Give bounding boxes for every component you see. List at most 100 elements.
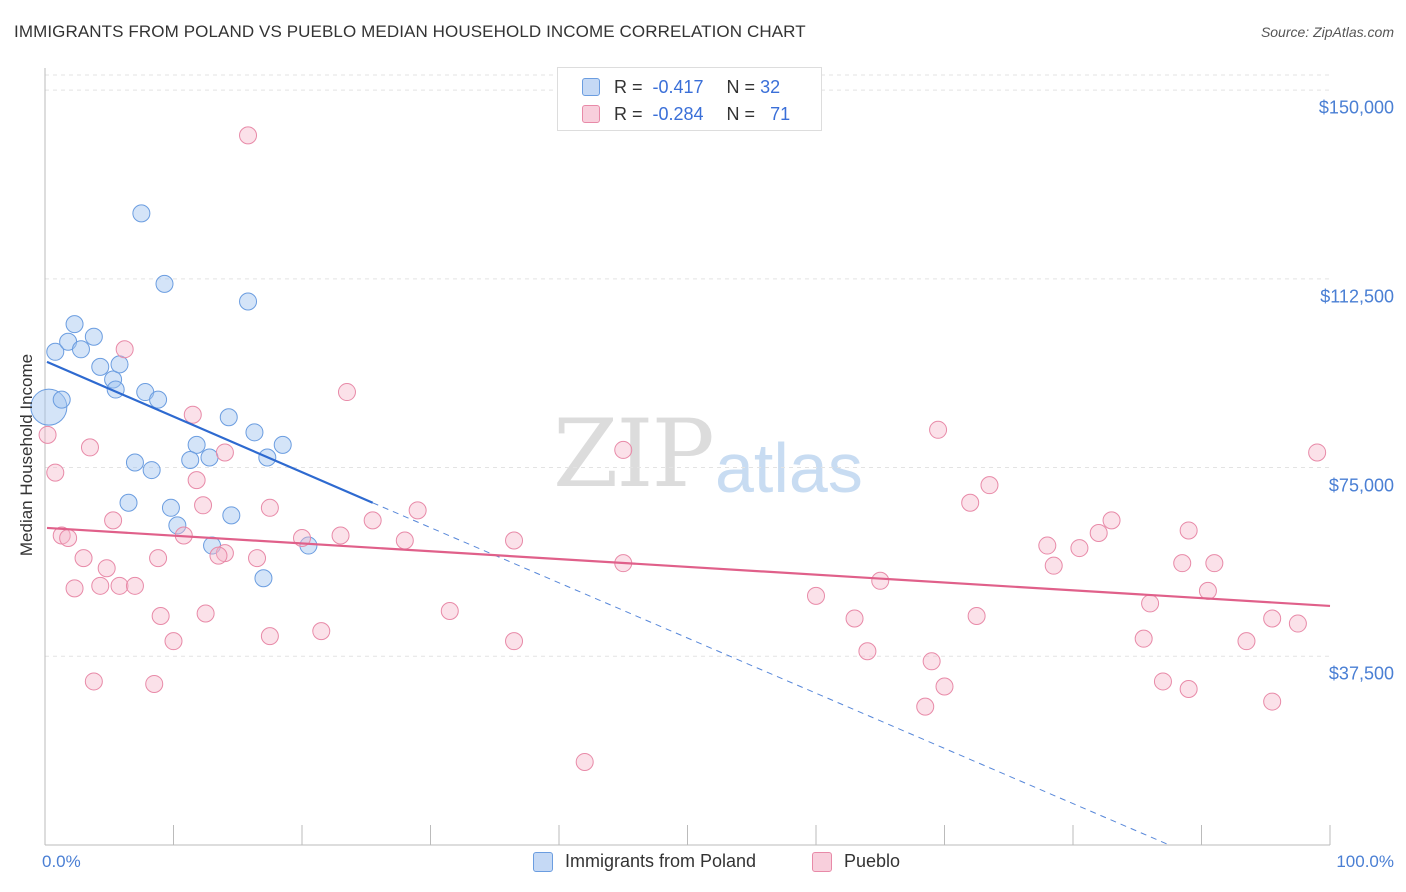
- pueblo-point: [1263, 609, 1282, 628]
- poland-point: [46, 342, 65, 361]
- pueblo-point: [145, 674, 164, 693]
- poland-point: [273, 435, 292, 454]
- pueblo-point: [84, 672, 103, 691]
- pueblo-point: [922, 652, 941, 671]
- legend-row-pueblo: R = -0.284 N = 71: [582, 103, 790, 125]
- pueblo-point: [440, 601, 459, 620]
- pueblo-point: [871, 571, 890, 590]
- pueblo-point: [337, 383, 356, 402]
- poland-point: [155, 274, 174, 293]
- x-tick-label-min: 0.0%: [42, 852, 81, 871]
- bottom-legend-pueblo: Pueblo: [812, 851, 900, 872]
- pueblo-point: [312, 622, 331, 641]
- pueblo-point: [104, 511, 123, 530]
- poland-point: [219, 408, 238, 427]
- legend-r-value-poland: -0.417: [652, 76, 704, 97]
- y-tick-label: $75,000: [1328, 475, 1394, 496]
- pueblo-point: [1173, 554, 1192, 573]
- bottom-legend-poland: Immigrants from Poland: [533, 851, 756, 872]
- poland-point: [84, 327, 103, 346]
- pueblo-point: [149, 549, 168, 568]
- pueblo-point: [164, 632, 183, 651]
- legend-n-label: N =: [726, 103, 756, 124]
- poland-point: [149, 390, 168, 409]
- x-tick-label-max: 100.0%: [1336, 852, 1394, 871]
- poland-trendline-extension: [372, 502, 1170, 846]
- pueblo-point: [1089, 523, 1108, 542]
- pueblo-point: [187, 471, 206, 490]
- pueblo-trendline: [46, 526, 1331, 608]
- pueblo-point: [215, 443, 234, 462]
- pueblo-point: [38, 425, 57, 444]
- pueblo-point: [614, 440, 633, 459]
- pueblo-point: [845, 609, 864, 628]
- pueblo-point: [1134, 629, 1153, 648]
- pueblo-point: [1102, 511, 1121, 530]
- bottom-legend-label-poland: Immigrants from Poland: [565, 851, 757, 871]
- pueblo-point: [1038, 536, 1057, 555]
- pueblo-point: [151, 607, 170, 626]
- poland-point: [222, 506, 241, 525]
- pueblo-point: [260, 498, 279, 517]
- poland-point: [200, 448, 219, 467]
- pueblo-point: [1237, 632, 1256, 651]
- pueblo-point: [1308, 443, 1327, 462]
- pueblo-point: [196, 604, 215, 623]
- poland-point: [132, 204, 151, 223]
- poland-point: [125, 453, 144, 472]
- pueblo-point: [1179, 679, 1198, 698]
- poland-point: [168, 516, 187, 535]
- pueblo-point: [110, 576, 129, 595]
- pueblo-point: [961, 493, 980, 512]
- poland-point: [161, 498, 180, 517]
- poland-point: [299, 536, 318, 555]
- pueblo-point: [260, 627, 279, 646]
- chart-title: IMMIGRANTS FROM POLAND VS PUEBLO MEDIAN …: [14, 22, 806, 41]
- bottom-legend-label-pueblo: Pueblo: [844, 851, 901, 871]
- pueblo-point: [1179, 521, 1198, 540]
- pueblo-point: [929, 420, 948, 439]
- legend-row-poland: R = -0.417 N = 32: [582, 76, 780, 98]
- pueblo-point: [1288, 614, 1307, 633]
- y-axis-label: Median Household Income: [17, 353, 36, 557]
- poland-trendline: [46, 360, 374, 504]
- pueblo-point: [209, 546, 228, 565]
- pueblo-point: [59, 529, 78, 548]
- pueblo-point: [807, 586, 825, 605]
- legend-swatch-pueblo: [582, 105, 600, 123]
- y-tick-label: $150,000: [1318, 97, 1394, 118]
- poland-point: [91, 357, 110, 376]
- pueblo-point: [505, 531, 524, 550]
- pueblo-point: [239, 126, 258, 145]
- pueblo-point: [1141, 594, 1160, 613]
- watermark-zip: ZIP: [553, 400, 715, 509]
- pueblo-point: [80, 438, 99, 457]
- legend-r-label: R =: [614, 76, 643, 97]
- bottom-legend-swatch-pueblo: [812, 851, 832, 872]
- correlation-legend: R = -0.417 N = 32 R = -0.284 N = 71: [557, 67, 822, 131]
- pueblo-point: [194, 496, 213, 515]
- pueblo-point: [65, 579, 84, 598]
- pueblo-point: [980, 476, 999, 495]
- pueblo-point: [331, 526, 350, 545]
- y-tick-label: $112,500: [1320, 286, 1394, 307]
- poland-point: [245, 423, 264, 442]
- legend-n-value-pueblo: 71: [770, 103, 791, 124]
- pueblo-point: [505, 632, 524, 651]
- poland-point: [239, 292, 258, 311]
- pueblo-point: [46, 463, 65, 482]
- pueblo-point: [858, 642, 877, 661]
- pueblo-point: [1198, 581, 1217, 600]
- poland-point: [119, 493, 138, 512]
- legend-n-label: N =: [726, 76, 756, 97]
- poland-point: [52, 390, 71, 409]
- poland-point: [65, 315, 84, 334]
- pueblo-point: [1044, 556, 1063, 575]
- pueblo-point: [1205, 554, 1224, 573]
- pueblo-point: [1070, 539, 1089, 558]
- source-credit: Source: ZipAtlas.com: [1260, 24, 1394, 40]
- pueblo-point: [575, 752, 594, 771]
- pueblo-point: [363, 511, 382, 530]
- pueblo-point: [91, 576, 110, 595]
- poland-point: [110, 355, 129, 374]
